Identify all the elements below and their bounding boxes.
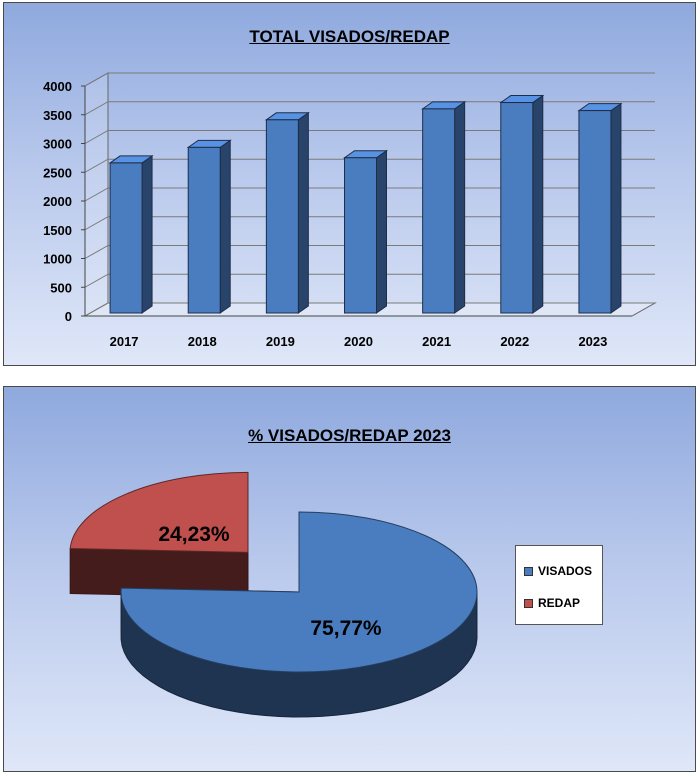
bar-side <box>219 139 231 314</box>
x-tick-label: 2021 <box>422 334 451 349</box>
y-tick-label: 3500 <box>43 108 72 123</box>
gridline <box>84 245 655 259</box>
x-tick-label: 2022 <box>500 334 529 349</box>
bar <box>264 111 310 314</box>
gridline <box>84 302 655 317</box>
x-tick-label: 2017 <box>110 334 139 349</box>
bar-side <box>297 111 309 314</box>
x-tick-label: 2018 <box>188 334 217 349</box>
gridline <box>84 216 655 231</box>
legend-label-visados: VISADOS <box>538 564 593 578</box>
bar-front <box>422 108 456 314</box>
pie-slice <box>120 511 478 718</box>
y-tick-label: 2000 <box>43 194 72 209</box>
pie-chart: 75,77% 24,23% <box>69 471 478 718</box>
y-tick-label: 2500 <box>43 165 72 180</box>
pie-slice <box>69 471 249 598</box>
pie-slice-top <box>120 511 478 673</box>
legend-swatch-visados <box>524 566 533 576</box>
bar <box>421 100 467 314</box>
bar-side <box>610 102 622 314</box>
legend-item-redap: REDAP <box>524 596 580 610</box>
bar-front <box>109 162 143 314</box>
y-tick-label: 500 <box>50 280 72 295</box>
bar-front <box>500 102 534 314</box>
x-tick-label: 2023 <box>578 334 607 349</box>
bar-side <box>454 100 466 314</box>
pie-chart-panel: % VISADOS/REDAP 2023 75,77% 24,23% VISADO… <box>3 386 696 772</box>
bar-side <box>141 154 153 314</box>
bar-front <box>578 110 612 314</box>
pie-label-redap: 24,23% <box>158 523 230 546</box>
bar <box>499 94 545 314</box>
gridline <box>84 130 655 144</box>
gridline <box>84 273 655 288</box>
bar-front <box>265 119 299 314</box>
gridline <box>84 158 655 173</box>
bar <box>577 102 623 314</box>
y-tick-label: 0 <box>65 309 72 324</box>
y-tick-label: 1000 <box>43 252 72 267</box>
bar <box>108 154 154 314</box>
y-tick-label: 4000 <box>43 79 72 94</box>
gridline <box>84 187 655 202</box>
pie-slice-top <box>69 471 249 553</box>
bar-chart-panel: TOTAL VISADOS/REDAP 0 500 1000 1500 2000 2500… <box>3 2 696 366</box>
y-tick-label: 3000 <box>43 137 72 152</box>
gridline <box>84 72 655 87</box>
gridline <box>84 101 655 116</box>
bar-side <box>532 94 544 314</box>
bar <box>186 139 232 314</box>
pie-label-visados: 75,77% <box>310 617 382 640</box>
legend-label-redap: REDAP <box>538 596 581 610</box>
bar-front <box>187 146 221 314</box>
legend-swatch-redap <box>524 598 533 608</box>
y-tick-label: 1500 <box>43 223 72 238</box>
x-tick-label: 2020 <box>344 334 373 349</box>
x-tick-label: 2019 <box>266 334 295 349</box>
bar <box>342 149 389 314</box>
bar-chart: 0 500 1000 1500 2000 2500 3000 3500 4000 2017 2018… <box>43 72 657 349</box>
bar-chart-title: TOTAL VISADOS/REDAP <box>249 27 450 46</box>
bar-side <box>376 149 387 314</box>
pie-legend: VISADOS REDAP <box>515 545 603 625</box>
bar-front <box>344 157 377 314</box>
pie-chart-title: % VISADOS/REDAP 2023 <box>248 426 451 445</box>
legend-item-visados: VISADOS <box>524 564 592 578</box>
